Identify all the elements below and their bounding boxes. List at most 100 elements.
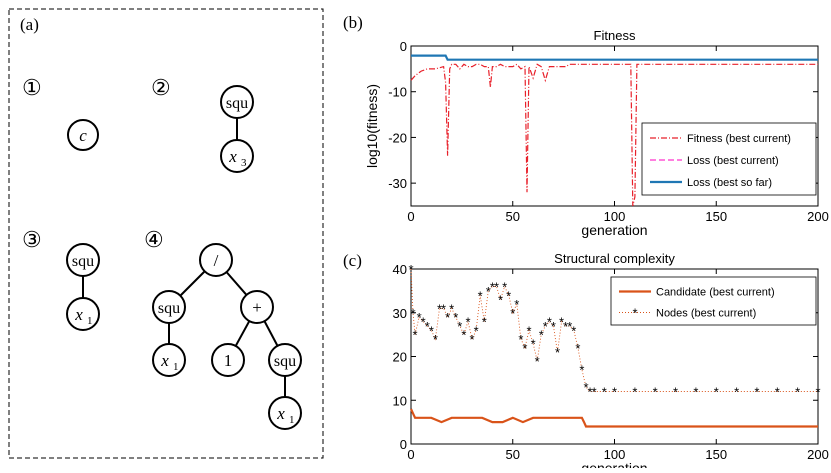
complexity-ytick-label-2: 20 <box>393 350 407 365</box>
complexity-series-1-point-3: * <box>417 310 422 325</box>
complexity-series-1-point-5: * <box>425 319 430 334</box>
complexity-series-1-point-8: * <box>437 301 442 316</box>
chart-fitness: (b) Fitness 0 50 100 150 200 0 -10 -20 -30 generati… <box>331 0 831 240</box>
complexity-series-1-point-29: * <box>522 341 527 356</box>
tree-2-node-x3 <box>220 139 254 173</box>
fitness-ytick-label-1: -10 <box>388 85 407 100</box>
complexity-xtick-label-4: 200 <box>807 447 829 462</box>
tree-4-node-div-label: / <box>214 251 219 270</box>
complexity-series-1-point-44: * <box>583 380 588 395</box>
complexity-series-1-point-51: * <box>673 385 678 400</box>
complexity-series-1-point-46: * <box>592 385 597 400</box>
fitness-xtick-label-4: 200 <box>807 209 829 224</box>
complexity-series-1-point-32: * <box>535 354 540 369</box>
fitness-panel-label: (b) <box>343 13 363 32</box>
tree-3-node-x1-label: x <box>74 305 83 324</box>
complexity-series-1-line <box>410 268 818 392</box>
complexity-ytick-label-3: 30 <box>393 306 407 321</box>
tree-4-node-one <box>211 343 245 377</box>
tree-4-edges <box>168 259 286 413</box>
complexity-series-1-point-18: * <box>478 288 483 303</box>
complexity-series-1-point-57: * <box>795 385 800 400</box>
chart-structural-complexity-svg: (c) Structural complexity 0 50 100 150 200 0 10 2… <box>343 251 829 473</box>
tree-1-node-c-label: c <box>79 126 87 145</box>
fitness-legend-label-1: Loss (best current) <box>687 155 779 167</box>
tree-3-number: ③ <box>22 227 42 252</box>
complexity-series-1-point-15: * <box>465 315 470 330</box>
complexity-xlabel: generation <box>581 460 647 468</box>
complexity-series-1-point-26: * <box>510 306 515 321</box>
complexity-series-1-point-47: * <box>602 385 607 400</box>
fitness-title: Fitness <box>594 28 636 43</box>
fitness-ytick-label-0: 0 <box>400 39 407 54</box>
fitness-xlabel: generation <box>581 222 647 238</box>
tree-4-node-x1-left-subscript: 1 <box>173 361 179 373</box>
complexity-legend-label-0: Candidate (best current) <box>656 287 775 299</box>
complexity-series-1-point-23: * <box>498 293 503 308</box>
tree-4-node-x1-right <box>268 396 302 430</box>
tree-4-node-plus-label: + <box>252 298 262 317</box>
complexity-ytick-label-0: 0 <box>400 437 407 452</box>
complexity-series-1-point-30: * <box>526 323 531 338</box>
tree-3-node-x1-subscript: 1 <box>87 315 93 327</box>
complexity-series-1-point-50: * <box>653 385 658 400</box>
complexity-series-1-point-2: * <box>413 328 418 343</box>
complexity-series-1-point-14: * <box>461 328 466 343</box>
complexity-series-1-point-25: * <box>506 288 511 303</box>
complexity-series-1-point-39: * <box>563 319 568 334</box>
fitness-series-0-line <box>410 63 818 207</box>
fitness-series-2-line <box>411 54 818 61</box>
complexity-series-1-point-24: * <box>502 280 507 295</box>
complexity-series-1-point-22: * <box>494 280 499 295</box>
panel-a-svg: (a) ① c ② squ x 3 ③ squ x 1 ④ / <box>8 8 324 459</box>
fitness-ylabel: log10(fitness) <box>364 84 380 168</box>
complexity-series-1-point-40: * <box>567 319 572 334</box>
complexity-series-1-point-48: * <box>612 385 617 400</box>
complexity-series-1-point-49: * <box>632 385 637 400</box>
complexity-series-1-point-9: * <box>441 301 446 316</box>
complexity-series-1-point-0: * <box>408 262 413 277</box>
panel-a-expression-trees: (a) ① c ② squ x 3 ③ squ x 1 ④ / <box>0 0 331 468</box>
tree-2-node-x3-label: x <box>228 147 237 166</box>
tree-4-node-x1-right-subscript: 1 <box>289 414 295 426</box>
complexity-series-1-point-56: * <box>775 385 780 400</box>
tree-2-number: ② <box>151 75 171 100</box>
complexity-xtick-label-1: 50 <box>506 447 520 462</box>
tree-4-node-squ-left <box>152 290 186 324</box>
tree-1-number: ① <box>22 75 42 100</box>
complexity-series-1-point-4: * <box>421 315 426 330</box>
complexity-legend-marker-1: * <box>632 306 637 321</box>
complexity-legend-label-1: Nodes (best current) <box>656 308 756 320</box>
chart-fitness-svg: (b) Fitness 0 50 100 150 200 0 -10 -20 -30 generati… <box>343 13 829 238</box>
tree-3-node-squ <box>66 243 100 277</box>
fitness-legend-label-0: Fitness (best current) <box>687 133 791 145</box>
complexity-series-1-point-37: * <box>555 345 560 360</box>
panel-a-dashed-border <box>8 8 324 459</box>
tree-4-node-squ-right-label: squ <box>274 353 296 370</box>
tree-4-node-squ-left-label: squ <box>158 300 180 317</box>
tree-3-node-squ-label: squ <box>72 253 94 270</box>
complexity-series-1-point-31: * <box>531 336 536 351</box>
complexity-series-1-point-20: * <box>486 284 491 299</box>
complexity-legend-box <box>610 276 817 326</box>
complexity-xtick-label-0: 0 <box>407 447 414 462</box>
complexity-series-1-point-35: * <box>547 315 552 330</box>
complexity-series-1-point-16: * <box>470 332 475 347</box>
complexity-series-1-point-12: * <box>453 310 458 325</box>
complexity-series-1-point-53: * <box>714 385 719 400</box>
complexity-series-1-point-1: * <box>411 306 416 321</box>
fitness-xtick-label-3: 150 <box>705 209 727 224</box>
tree-4-node-plus <box>240 290 274 324</box>
complexity-series-1-point-19: * <box>482 315 487 330</box>
tree-4-node-one-label: 1 <box>224 351 233 370</box>
fitness-ytick-label-2: -20 <box>388 130 407 145</box>
complexity-series-1-point-42: * <box>575 341 580 356</box>
complexity-series-1-point-7: * <box>433 332 438 347</box>
complexity-panel-label: (c) <box>343 251 362 270</box>
complexity-series-1-point-6: * <box>429 323 434 338</box>
complexity-series-1-point-38: * <box>559 315 564 330</box>
complexity-series-1-point-52: * <box>693 385 698 400</box>
fitness-ytick-label-3: -30 <box>388 176 407 191</box>
fitness-xtick-label-0: 0 <box>407 209 414 224</box>
complexity-ytick-label-4: 40 <box>393 262 407 277</box>
